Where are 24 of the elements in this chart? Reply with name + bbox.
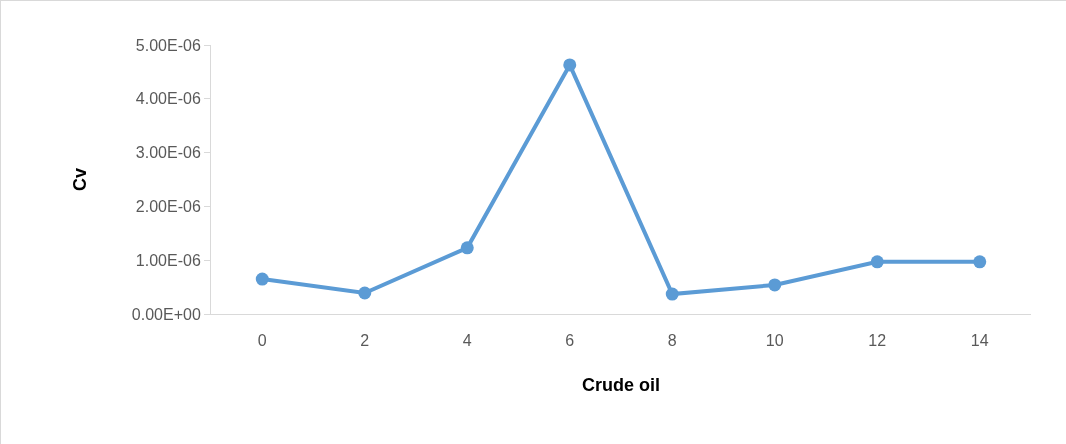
y-tick-label: 1.00E-06 (135, 251, 201, 269)
y-tick-label: 4.00E-06 (135, 90, 201, 108)
point (973, 255, 987, 269)
x-axis-title: Crude oil (581, 375, 661, 396)
point (358, 286, 372, 300)
point (768, 278, 782, 292)
x-tick-label: 14 (970, 332, 989, 350)
x-tick-label: 6 (565, 332, 575, 350)
point (460, 241, 474, 255)
point (255, 272, 269, 286)
x-tick-label: 12 (868, 332, 887, 350)
point (665, 287, 679, 301)
x-tick-label: 10 (765, 332, 784, 350)
x-tick-label: 8 (667, 332, 677, 350)
y-tick-label: 3.00E-06 (135, 144, 201, 162)
point (870, 255, 884, 269)
x-tick-label: 0 (257, 332, 267, 350)
y-tick-label: 2.00E-06 (135, 198, 201, 215)
y-tick-label: 5.00E-06 (135, 36, 201, 54)
point (563, 58, 577, 72)
x-tick-label: 2 (360, 332, 370, 350)
x-tick-label: 4 (462, 332, 472, 350)
y-tick-label: 0.00E+00 (131, 305, 201, 323)
y-axis-title: Cv (70, 167, 91, 192)
